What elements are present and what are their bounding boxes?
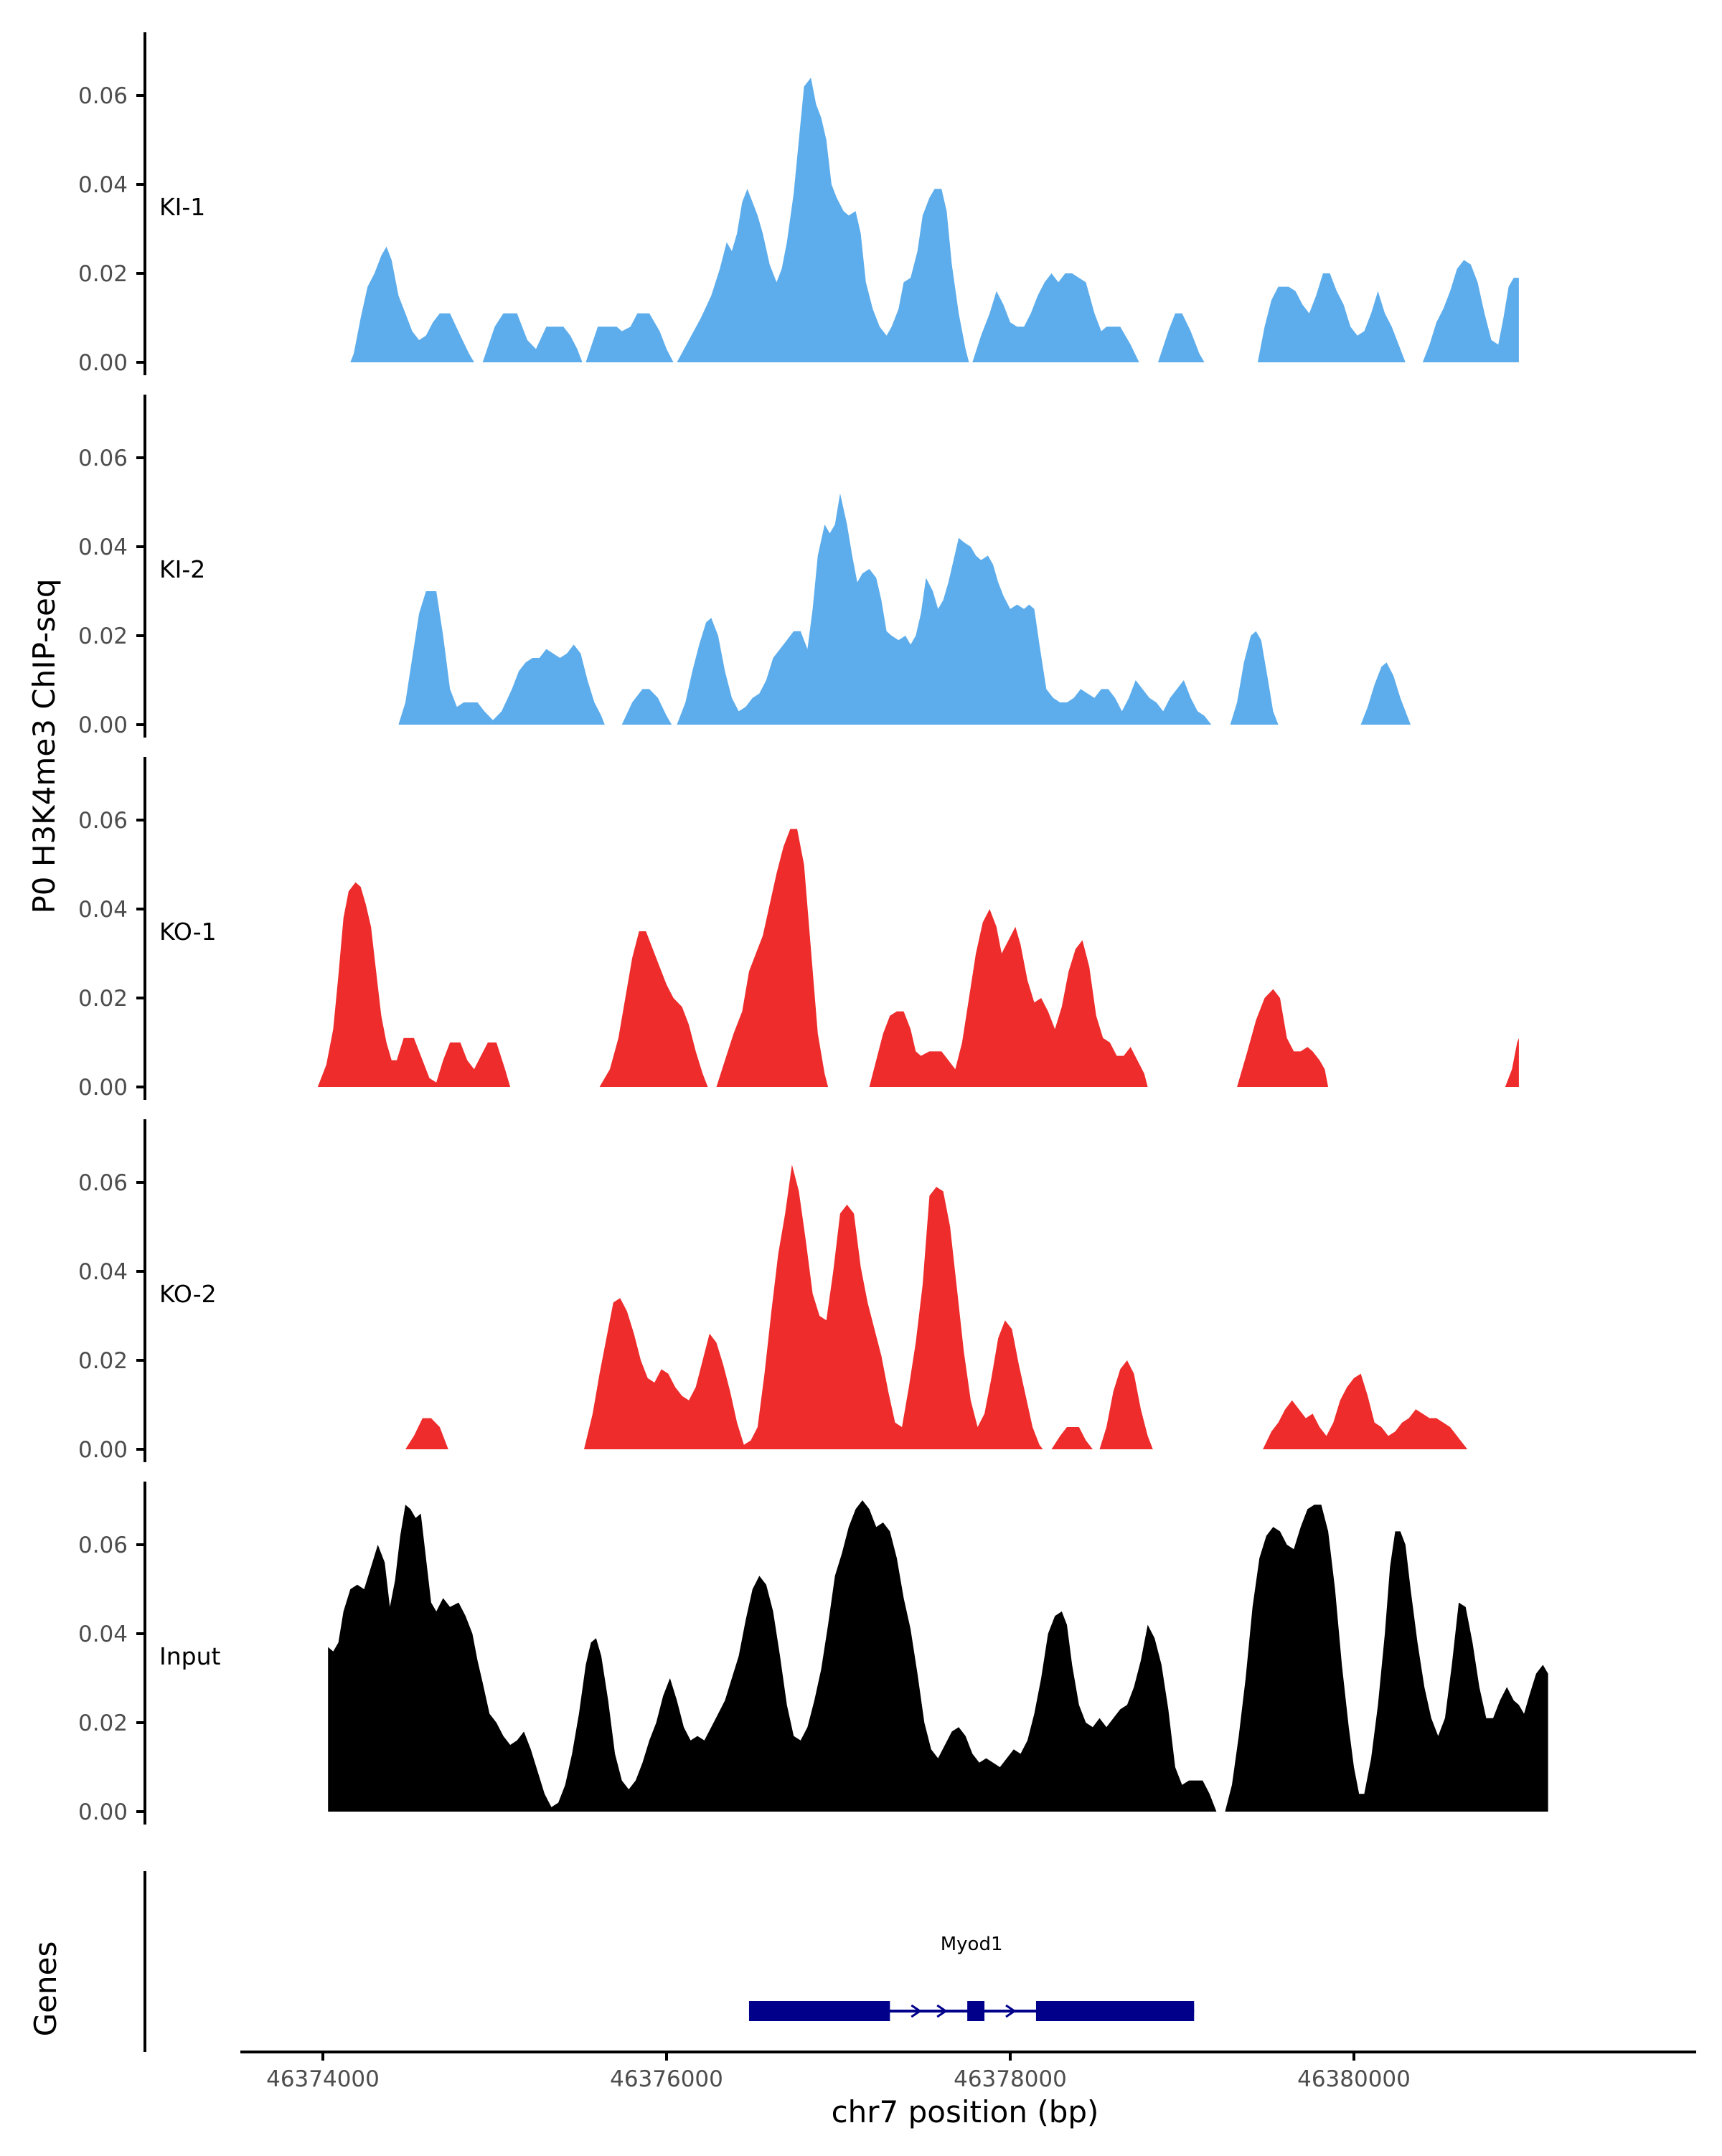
y-tick-label-input: 0.00 [78, 1799, 128, 1825]
strand-arrow-icon [1005, 2004, 1017, 2018]
gene-exon-2 [967, 2001, 985, 2021]
signal-area-input-2 [1225, 1505, 1548, 1812]
y-tick-label-ki-2: 0.06 [78, 446, 128, 471]
signal-area-ko-1-5 [1237, 989, 1329, 1087]
y-tick-label-input: 0.06 [78, 1533, 128, 1558]
signal-area-ki-1-5 [972, 273, 1139, 362]
signal-area-ki-1-2 [482, 313, 583, 362]
x-tick-label: 46374000 [266, 2066, 380, 2092]
y-tick-label-input: 0.04 [78, 1621, 128, 1647]
signal-area-ki-2-2 [621, 689, 672, 725]
y-tick-label-input: 0.02 [78, 1710, 128, 1736]
signal-area-ko-1-1 [317, 882, 511, 1087]
strand-arrow-icon [936, 2004, 948, 2018]
y-tick-label-ko-2: 0.00 [78, 1437, 128, 1463]
series-label-ko-2: KO-2 [159, 1280, 217, 1308]
x-tick-label: 46378000 [954, 2066, 1067, 2092]
y-tick-label-ko-1: 0.04 [78, 897, 128, 923]
x-axis-label: chr7 position (bp) [832, 2094, 1099, 2129]
track-input: 0.00 0.02 0.04 0.06 Input [78, 1482, 1548, 1825]
signal-area-ko-1-4 [869, 909, 1148, 1087]
gene-exon-3 [1035, 2001, 1195, 2021]
signal-area-ki-1-8 [1422, 260, 1519, 362]
series-label-ki-2: KI-2 [159, 555, 205, 583]
y-axis-label: P0 H3K4me3 ChIP-seq [27, 578, 62, 913]
y-tick-label-ki-1: 0.02 [78, 261, 128, 287]
signal-area-ko-2-3 [1051, 1427, 1093, 1449]
y-tick-label-ko-1: 0.06 [78, 808, 128, 834]
strand-arrow-icon [911, 2004, 922, 2018]
signal-area-ki-2-1 [398, 591, 605, 725]
signal-area-ki-1-4 [677, 77, 969, 362]
y-tick-label-ki-1: 0.06 [78, 83, 128, 109]
y-tick-label-ko-2: 0.04 [78, 1259, 128, 1285]
series-label-input: Input [159, 1642, 221, 1670]
y-tick-label-ko-2: 0.02 [78, 1348, 128, 1374]
signal-area-ki-1-7 [1257, 273, 1406, 362]
series-label-ko-1: KO-1 [159, 918, 217, 946]
signal-area-input-1 [328, 1500, 1217, 1812]
signal-area-ko-2-5 [1263, 1373, 1468, 1449]
x-tick-label: 46376000 [610, 2066, 723, 2092]
signal-area-ko-2-1 [405, 1418, 448, 1449]
x-axis: 46374000 46376000 46378000 46380000 [240, 2051, 1696, 2092]
y-tick-label-ko-2: 0.06 [78, 1170, 128, 1196]
signal-area-ki-1-3 [585, 313, 674, 362]
track-ki-2: 0.00 0.02 0.04 0.06 KI-2 [78, 395, 1411, 738]
y-tick-label-ki-2: 0.02 [78, 623, 128, 649]
track-ki-1: 0.00 0.02 0.04 0.06 KI-1 [78, 32, 1519, 376]
signal-area-ko-2-4 [1099, 1360, 1153, 1449]
y-tick-label-ki-1: 0.04 [78, 172, 128, 198]
signal-area-ki-2-5 [1360, 662, 1411, 725]
signal-area-ko-1-6 [1505, 1037, 1519, 1087]
y-tick-label-ko-1: 0.02 [78, 986, 128, 1012]
signal-area-ki-1-1 [350, 246, 474, 362]
signal-area-ko-1-2 [599, 931, 708, 1087]
gene-exon-1 [748, 2001, 890, 2021]
series-label-ki-1: KI-1 [159, 193, 205, 221]
signal-area-ki-1-6 [1158, 313, 1205, 362]
tracks-group: 0.00 0.02 0.04 0.06 KI-1 0.00 0.02 0.04 0.06 KI-2… [78, 32, 1548, 1825]
x-tick-label: 46380000 [1297, 2066, 1411, 2092]
y-tick-label-ki-2: 0.04 [78, 535, 128, 560]
genes-track: Myod1 [144, 1871, 1195, 2052]
y-tick-label-ko-1: 0.00 [78, 1075, 128, 1101]
signal-area-ki-2-4 [1230, 631, 1279, 725]
gene-name-label: Myod1 [941, 1934, 1003, 1955]
track-ko-2: 0.00 0.02 0.04 0.06 KO-2 [78, 1119, 1468, 1463]
y-tick-label-ki-2: 0.00 [78, 712, 128, 738]
signal-area-ko-1-3 [716, 829, 829, 1087]
genes-track-label: Genes [28, 1941, 63, 2037]
track-ko-1: 0.00 0.02 0.04 0.06 KO-1 [78, 757, 1519, 1101]
signal-area-ki-2-3 [677, 493, 1212, 725]
y-tick-label-ki-1: 0.00 [78, 350, 128, 376]
signal-area-ko-2-2 [584, 1164, 1043, 1449]
